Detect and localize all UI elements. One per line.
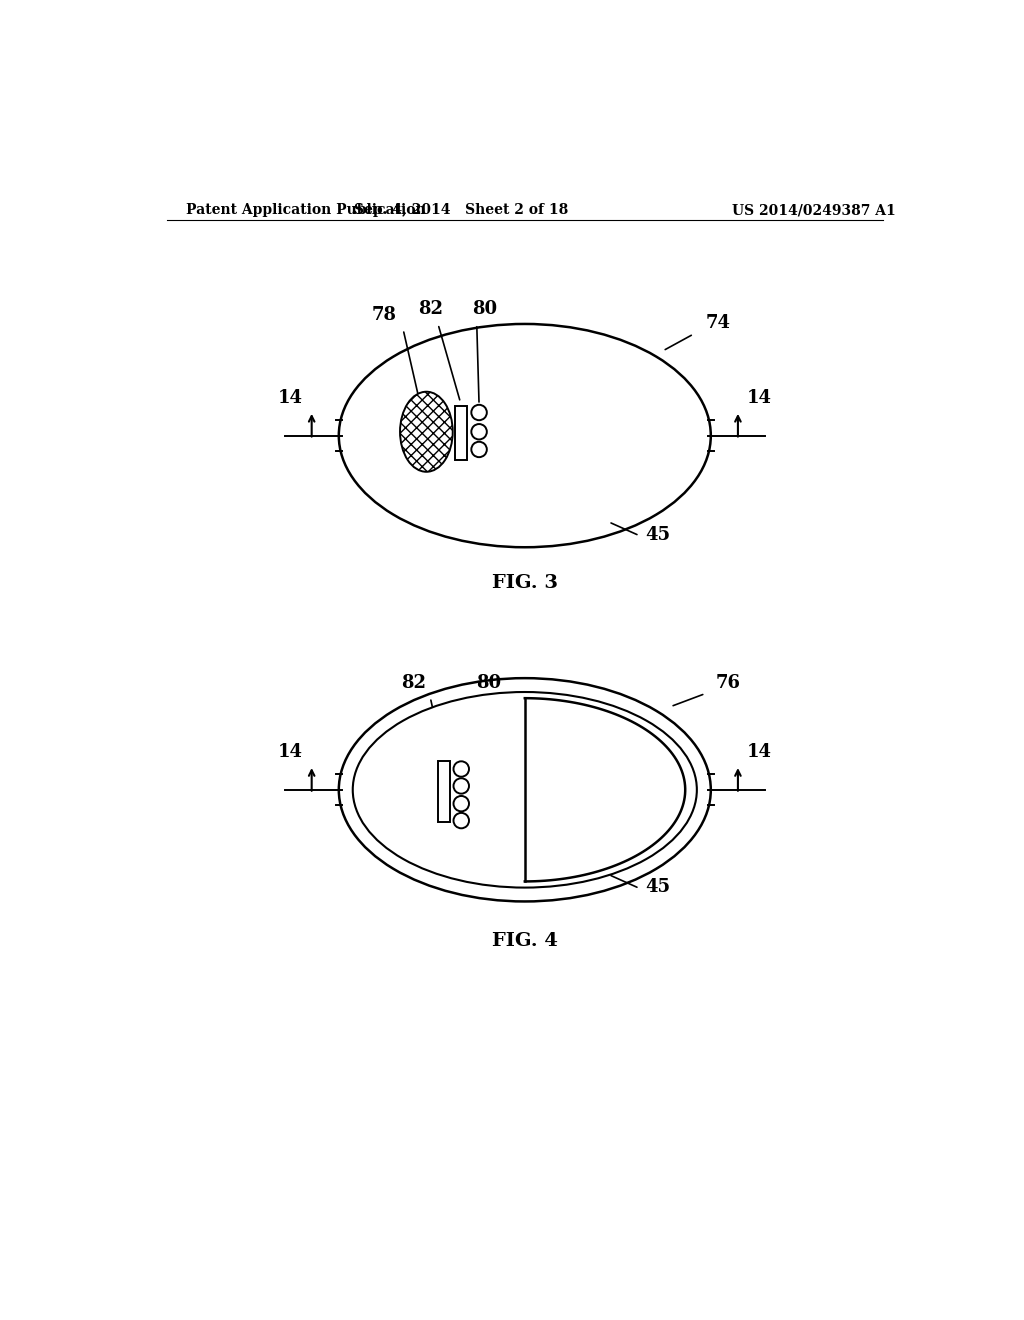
Circle shape xyxy=(454,762,469,776)
Text: 80: 80 xyxy=(476,675,501,692)
Text: 76: 76 xyxy=(716,675,740,692)
Ellipse shape xyxy=(352,692,697,887)
Text: US 2014/0249387 A1: US 2014/0249387 A1 xyxy=(732,203,896,216)
Text: 45: 45 xyxy=(646,878,671,896)
Text: FIG. 3: FIG. 3 xyxy=(492,574,558,593)
Text: 14: 14 xyxy=(746,743,771,762)
Circle shape xyxy=(454,796,469,812)
Text: Sep. 4, 2014   Sheet 2 of 18: Sep. 4, 2014 Sheet 2 of 18 xyxy=(354,203,568,216)
Text: 14: 14 xyxy=(279,389,303,408)
Text: 14: 14 xyxy=(746,389,771,408)
Text: 82: 82 xyxy=(418,300,442,318)
Text: 14: 14 xyxy=(279,743,303,762)
Bar xyxy=(455,407,467,461)
Circle shape xyxy=(471,424,486,440)
Text: Patent Application Publication: Patent Application Publication xyxy=(186,203,426,216)
Text: 80: 80 xyxy=(472,300,497,318)
Text: FIG. 4: FIG. 4 xyxy=(492,932,558,950)
Text: 82: 82 xyxy=(400,675,426,692)
Text: 78: 78 xyxy=(372,306,396,325)
Circle shape xyxy=(471,405,486,420)
Text: 74: 74 xyxy=(706,314,730,331)
Circle shape xyxy=(454,813,469,829)
Circle shape xyxy=(471,442,486,457)
Text: 45: 45 xyxy=(646,525,671,544)
Bar xyxy=(438,760,450,822)
Circle shape xyxy=(454,779,469,793)
Ellipse shape xyxy=(400,392,453,471)
